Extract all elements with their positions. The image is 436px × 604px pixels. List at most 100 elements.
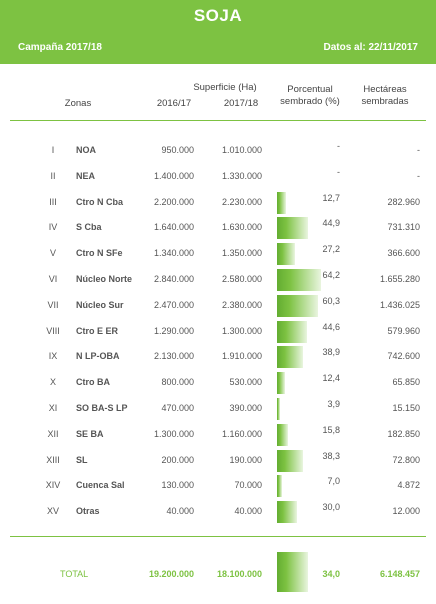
campaign-label: Campaña 2017/18	[18, 42, 102, 53]
table-row: II NEA 1.400.000 1.330.000 - -	[0, 164, 436, 190]
col-header-2017: 2017/18	[223, 98, 259, 109]
surface-2017: 1.010.000	[221, 145, 262, 155]
col-header-hectareas-1: Hectáreas	[363, 84, 407, 95]
table-row: XIV Cuenca Sal 130.000 70.000 7,0 4.872	[0, 473, 436, 499]
percent-bar	[277, 269, 321, 291]
percent-sown: -	[337, 166, 340, 177]
hectares-sown: 4.872	[397, 480, 420, 491]
zone-name: NEA	[76, 170, 96, 181]
hectares-sown: 1.436.025	[379, 299, 420, 310]
percent-sown: 60,3	[322, 295, 340, 306]
surface-2017: 1.630.000	[221, 222, 262, 233]
percent-sown: 7,0	[327, 476, 340, 487]
zone-name: Núcleo Sur	[76, 299, 124, 310]
zone-number: V	[49, 248, 56, 259]
hectares-sown: 366.600	[387, 248, 420, 259]
percent-sown: 30,0	[322, 502, 340, 513]
surface-2017: 190.000	[229, 454, 262, 465]
percent-sown: 64,2	[322, 270, 340, 280]
table-row: IV S Cba 1.640.000 1.630.000 44,9 731.310	[0, 215, 436, 241]
table-row: XV Otras 40.000 40.000 30,0 12.000	[0, 499, 436, 525]
percent-sown: 38,3	[322, 450, 340, 461]
zone-name: SE BA	[76, 428, 104, 439]
zone-number: XI	[48, 403, 58, 413]
table-row: IX N LP-OBA 2.130.000 1.910.000 38,9 742.600	[0, 344, 436, 370]
surface-2016: 2.200.000	[153, 196, 194, 207]
total-2016: 19.200.000	[148, 569, 194, 579]
surface-2017: 1.160.000	[221, 428, 262, 439]
table-row: X Ctro BA 800.000 530.000 12,4 65.850	[0, 370, 436, 396]
zone-number: III	[49, 196, 57, 207]
table-row: XII SE BA 1.300.000 1.160.000 15,8 182.850	[0, 422, 436, 448]
col-header-hectareas-2: sembradas	[361, 96, 409, 107]
page-title: SOJA	[193, 6, 243, 25]
col-header-superficie: Superficie (Ha)	[193, 82, 257, 93]
surface-2016: 1.340.000	[153, 248, 194, 259]
percent-bar	[277, 346, 304, 369]
surface-2016: 470.000	[161, 403, 194, 413]
zone-name: Ctro BA	[76, 377, 110, 388]
percent-bar	[277, 475, 282, 498]
hectares-sown: -	[417, 170, 420, 181]
surface-2017: 40.000	[234, 506, 262, 517]
zone-number: IV	[48, 222, 58, 233]
zone-name: Ctro N SFe	[76, 248, 123, 259]
hectares-sown: 182.850	[387, 428, 420, 439]
surface-2016: 950.000	[161, 145, 194, 155]
table-row: XI SO BA-S LP 470.000 390.000 3,9 15.150	[0, 396, 436, 422]
zone-name: S Cba	[76, 222, 102, 233]
percent-bar	[277, 191, 286, 214]
percent-bar	[277, 449, 304, 472]
header-divider	[10, 120, 426, 121]
data-date-label: Datos al: 22/11/2017	[323, 42, 418, 53]
col-header-porcentual-1: Porcentual	[287, 84, 333, 95]
surface-2016: 1.400.000	[153, 170, 194, 181]
zone-name: Otras	[76, 506, 100, 517]
surface-2017: 2.380.000	[221, 299, 262, 310]
hectares-sown: 65.850	[392, 377, 420, 388]
percent-bar	[277, 398, 280, 420]
surface-2016: 130.000	[161, 480, 194, 491]
hectares-sown: 72.800	[392, 454, 420, 465]
zone-number: VI	[48, 274, 58, 284]
zone-number: XIII	[46, 454, 60, 465]
surface-2017: 530.000	[229, 377, 262, 388]
percent-sown: 44,6	[322, 321, 340, 332]
header-banner: SOJA Campaña 2017/18 Datos al: 22/11/201…	[0, 0, 436, 64]
hectares-sown: 282.960	[387, 196, 420, 207]
surface-2017: 1.300.000	[221, 325, 262, 336]
percent-sown: 44,9	[322, 218, 340, 229]
total-label: TOTAL	[60, 569, 89, 579]
surface-2017: 1.330.000	[221, 170, 262, 181]
col-header-2016: 2016/17	[156, 98, 192, 109]
surface-2017: 1.910.000	[221, 351, 262, 362]
total-percent: 34,0	[322, 569, 340, 579]
surface-2017: 390.000	[229, 403, 262, 413]
percent-sown: 38,9	[322, 347, 340, 358]
zone-name: Cuenca Sal	[76, 480, 125, 491]
surface-2016: 1.640.000	[153, 222, 194, 233]
zone-name: N LP-OBA	[76, 351, 120, 362]
table-row: V Ctro N SFe 1.340.000 1.350.000 27,2 366.600	[0, 241, 436, 267]
zone-name: Ctro N Cba	[76, 196, 123, 207]
zone-number: II	[50, 170, 56, 181]
total-hectares: 6.148.457	[379, 569, 420, 579]
zone-number: I	[51, 145, 55, 155]
surface-2017: 2.230.000	[221, 196, 262, 207]
table-row: VIII Ctro E ER 1.290.000 1.300.000 44,6 579.9…	[0, 319, 436, 345]
table-row: I NOA 950.000 1.010.000 - -	[0, 138, 436, 164]
hectares-sown: -	[417, 145, 420, 155]
surface-2016: 1.300.000	[153, 428, 194, 439]
zone-name: Ctro E ER	[76, 325, 119, 336]
zone-number: VII	[47, 299, 59, 310]
percent-sown: 12,4	[322, 373, 340, 384]
total-percent-bar	[277, 552, 309, 592]
percent-bar	[277, 243, 296, 266]
surface-2016: 40.000	[166, 506, 194, 517]
percent-bar	[277, 217, 308, 240]
zone-name: SO BA-S LP	[76, 403, 128, 413]
percent-sown: 3,9	[327, 399, 340, 409]
percent-bar	[277, 372, 286, 395]
zone-number: XII	[47, 428, 59, 439]
surface-2017: 1.350.000	[221, 248, 262, 259]
